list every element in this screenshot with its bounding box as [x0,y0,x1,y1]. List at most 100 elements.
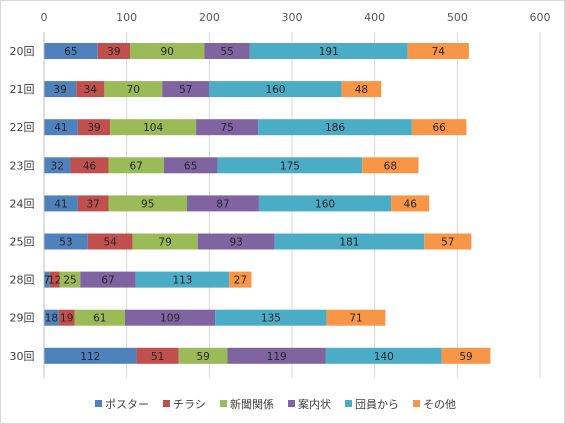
bar-segment [97,43,130,59]
bar-segment [326,309,386,326]
legend-swatch [413,400,420,407]
legend-swatch [220,400,227,407]
data-label: 12 [48,275,61,287]
x-tick-label: 500 [447,11,468,24]
bar-segment [325,347,442,364]
bar-segment [110,119,197,136]
bar-segment [178,347,228,364]
bar-segment [80,271,136,288]
x-tick-label: 400 [364,11,385,24]
category-label: 24回 [10,197,35,210]
data-label: 104 [143,122,163,134]
bar-segment [129,43,205,59]
data-label: 27 [234,275,247,287]
data-label: 65 [64,46,77,58]
data-label: 75 [220,122,233,134]
data-label: 95 [141,198,154,210]
data-label: 67 [101,275,114,287]
bar-segment [44,119,78,136]
bar-segment [341,81,382,98]
data-label: 7 [44,275,51,287]
data-label: 113 [172,275,192,287]
bar-segment [44,43,98,59]
bar-segment [163,157,218,174]
x-tick-label: 200 [199,11,220,24]
category-label: 22回 [10,121,35,134]
data-label: 48 [355,84,368,96]
data-label: 175 [280,160,300,172]
category-label: 30回 [10,350,35,363]
data-label: 66 [432,122,446,134]
data-label: 39 [107,46,120,58]
data-label: 65 [184,160,197,172]
legend-swatch [345,400,352,407]
x-tick-label: 600 [530,11,551,24]
data-label: 71 [349,313,362,325]
bar-segment [44,81,77,98]
data-label: 90 [160,46,173,58]
bar-segment [209,81,342,98]
data-label: 61 [93,313,106,325]
category-label: 20回 [10,45,35,58]
data-label: 37 [86,198,99,210]
bar-segment [44,195,78,212]
bar-segment [258,195,392,212]
bar-segment [87,233,133,250]
data-label: 41 [54,198,67,210]
data-label: 53 [59,237,72,249]
data-label: 109 [160,313,180,325]
data-label: 51 [151,351,164,363]
data-label: 34 [84,84,98,96]
data-label: 119 [267,351,287,363]
data-label: 140 [374,351,394,363]
bar-segment [74,309,126,326]
data-label: 54 [103,237,117,249]
legend-label: 団員から [355,398,399,411]
bar-segment [44,233,88,250]
data-label: 160 [315,198,335,210]
data-label: 46 [83,160,97,172]
bar-segment [44,271,50,288]
data-label: 57 [179,84,192,96]
bar-segment [125,309,216,326]
bar-segment [44,309,59,326]
data-label: 18 [45,313,58,325]
data-label: 19 [60,313,73,325]
data-label: 59 [196,351,209,363]
bar-segment [44,157,71,174]
data-label: 186 [325,122,345,134]
bar-segment [249,43,408,59]
bar-segment [204,43,250,59]
x-tick-label: 0 [41,11,48,24]
bar-segment [411,119,467,136]
bar-segment [196,119,259,136]
legend-swatch [95,400,102,407]
data-label: 160 [265,84,285,96]
bar-segment [217,157,363,174]
data-label: 41 [54,122,67,134]
bar-segment [258,119,412,136]
bar-segment [49,271,60,288]
bar-segment [136,347,179,364]
bar-segment [76,81,105,98]
bar-segment [187,195,259,212]
data-label: 55 [220,46,233,58]
bar-segment [77,195,109,212]
category-label: 28回 [10,274,35,287]
legend-swatch [163,400,170,407]
data-label: 32 [51,160,64,172]
bar-segment [132,233,198,250]
data-label: 46 [404,198,418,210]
data-label: 74 [432,46,446,58]
bar-segment [362,157,419,174]
bar-segment [59,271,81,288]
data-label: 112 [80,351,100,363]
bar-segment [407,43,469,59]
data-label: 79 [158,237,171,249]
data-label: 181 [339,237,359,249]
bar-segment [108,195,188,212]
bar-segment [104,81,163,98]
bar-segment [229,271,252,288]
bar-segment [44,347,137,364]
